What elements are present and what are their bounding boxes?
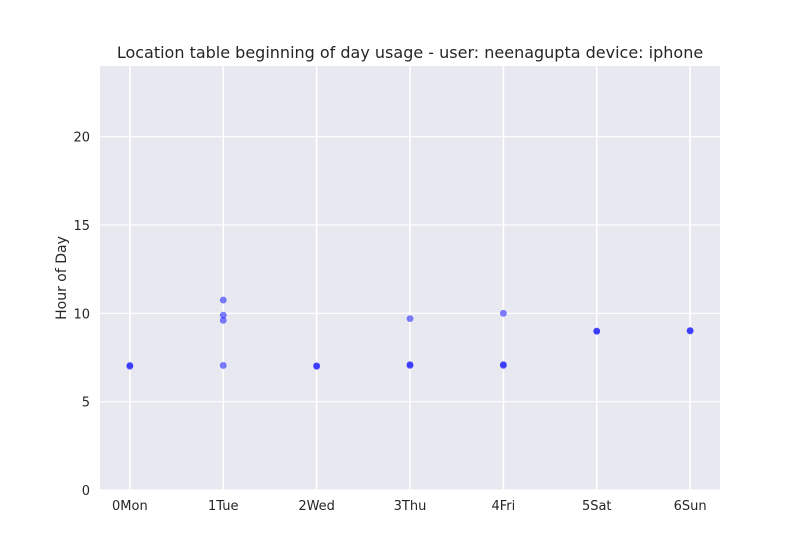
data-point: [219, 311, 227, 319]
x-tick-label: 3Thu: [394, 499, 427, 514]
y-tick-label: 20: [73, 131, 90, 146]
data-points: [126, 296, 694, 370]
x-tick-label: 1Tue: [208, 499, 238, 514]
y-tick-label: 10: [73, 307, 90, 322]
data-point: [499, 361, 507, 368]
data-point: [406, 315, 414, 323]
grid-lines: [100, 66, 720, 491]
x-tick-labels: 0Mon 1Tue 2Wed 3Thu 4Fri 5Sat 6Sun: [112, 499, 707, 514]
y-tick-label: 5: [82, 396, 90, 411]
data-point: [593, 327, 601, 335]
x-tick-label: 5Sat: [582, 499, 612, 514]
data-point: [406, 361, 414, 368]
x-tick-label: 2Wed: [298, 499, 335, 514]
x-tick-label: 6Sun: [674, 499, 707, 514]
y-tick-label: 0: [82, 484, 90, 499]
data-point: [219, 296, 227, 304]
data-point: [126, 362, 134, 369]
chart-title: Location table beginning of day usage - …: [117, 43, 703, 62]
y-axis-label: Hour of Day: [54, 236, 70, 320]
y-tick-label: 15: [73, 219, 90, 234]
data-point: [686, 327, 694, 334]
data-point: [499, 309, 507, 317]
data-point: [219, 317, 227, 324]
x-tick-label: 0Mon: [112, 499, 148, 514]
data-point: [219, 362, 227, 369]
x-tick-label: 4Fri: [491, 499, 515, 514]
data-point: [313, 362, 321, 370]
y-tick-labels: 0 5 10 15 20: [73, 131, 90, 499]
